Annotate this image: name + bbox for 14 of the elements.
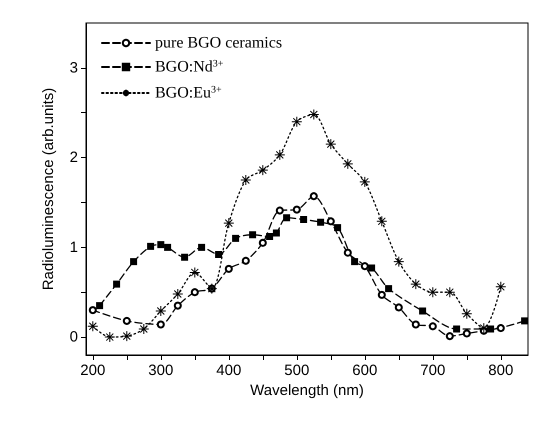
x-tick-label: 200 [80, 362, 106, 379]
x-axis-title: Wavelength (nm) [250, 382, 364, 399]
x-tick-label: 400 [216, 362, 242, 379]
x-tick-label: 500 [284, 362, 310, 379]
y-tick-label: 3 [70, 59, 78, 76]
y-tick-label: 0 [70, 328, 78, 346]
y-tick-label: 2 [70, 149, 78, 166]
y-tick-label: 1 [70, 238, 78, 256]
x-tick-label: 600 [352, 362, 378, 379]
x-tick-label: 800 [488, 362, 514, 379]
x-tick-label: 300 [148, 362, 174, 379]
y-axis-title: Radioluminescence (arb.units) [40, 88, 57, 290]
x-tick-label: 700 [420, 362, 446, 379]
legend-label: pure BGO ceramics [155, 34, 282, 52]
